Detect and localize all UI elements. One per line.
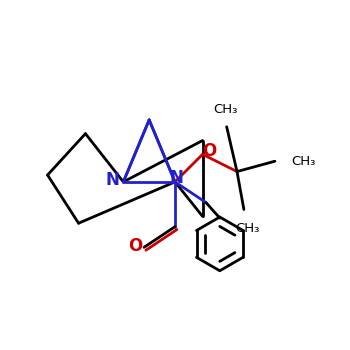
Text: O: O [202,142,216,160]
Text: CH₃: CH₃ [235,222,259,235]
Text: O: O [128,237,142,254]
Text: CH₃: CH₃ [292,155,316,168]
Text: N: N [105,171,119,189]
Text: N: N [170,169,184,188]
Text: CH₃: CH₃ [213,103,237,116]
